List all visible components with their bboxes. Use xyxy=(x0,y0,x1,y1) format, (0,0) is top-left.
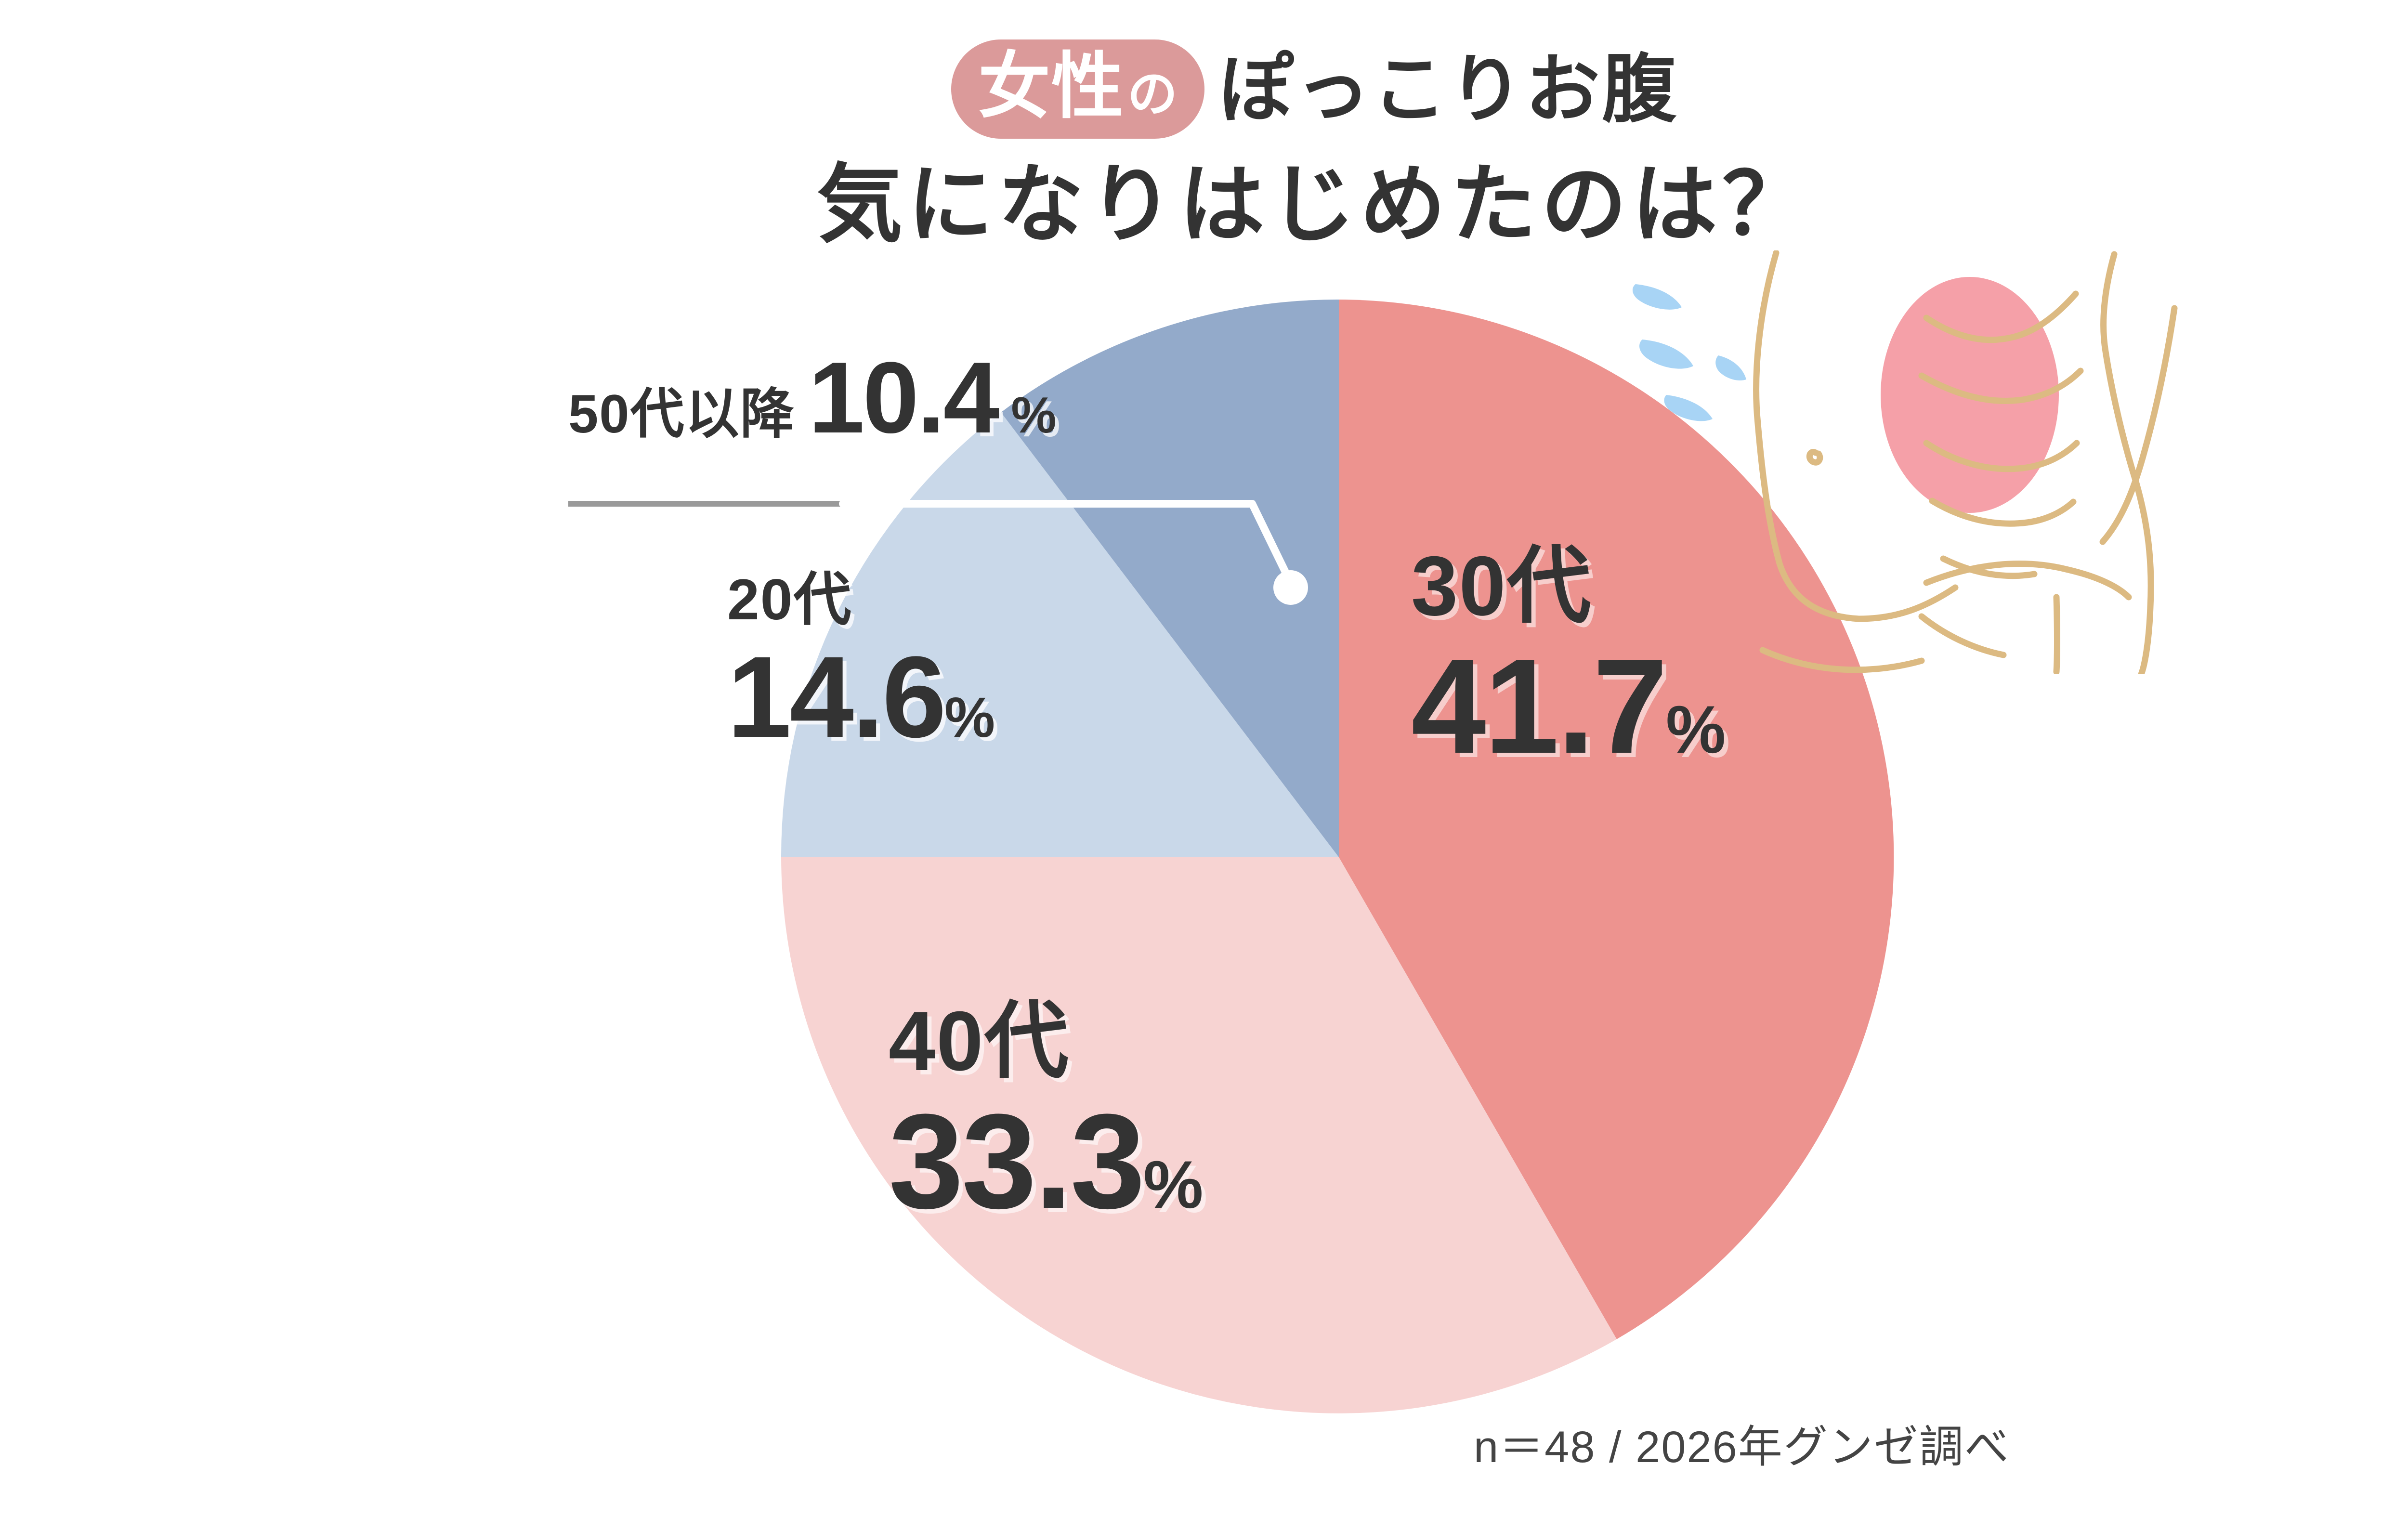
slice-label-50s-category: 50代以降 xyxy=(568,384,795,444)
belly-illustration-icon xyxy=(1632,250,2178,674)
source-note: n＝48 / 2026年グンゼ調べ xyxy=(1474,1423,2010,1472)
slice-label-20s: 20代 14.6% xyxy=(727,571,995,755)
slice-label-50s-percent: % xyxy=(1011,387,1057,444)
slice-label-20s-number: 14.6 xyxy=(727,632,946,761)
pie-chart xyxy=(780,299,1898,1416)
gender-badge-main: 女性 xyxy=(978,46,1125,127)
title-line-one: 女性の ぽっこりお腹 xyxy=(0,26,2408,152)
body-outline xyxy=(1753,250,2178,674)
pie-slice-30s[interactable] xyxy=(1339,300,1894,1339)
slice-label-30s-percent: % xyxy=(1665,692,1726,767)
gender-badge-suffix: の xyxy=(1127,66,1178,122)
slice-label-40s: 40代 33.3% xyxy=(889,999,1203,1229)
slice-label-40s-category: 40代 xyxy=(889,994,1070,1088)
slice-label-40s-value: 33.3% xyxy=(889,1094,1203,1229)
slice-label-30s-value: 41.7% xyxy=(1411,639,1726,774)
slice-label-20s-percent: % xyxy=(944,686,995,749)
slice-label-20s-category: 20代 xyxy=(727,567,852,632)
sweat-drops-icon xyxy=(1632,284,1746,421)
slice-label-30s-category: 30代 xyxy=(1411,539,1592,633)
pie-slice-40s[interactable] xyxy=(781,857,1617,1413)
leader-line-outer xyxy=(568,501,857,507)
slice-label-40s-number: 33.3 xyxy=(889,1086,1145,1237)
slice-label-30s: 30代 41.7% xyxy=(1411,544,1726,774)
slice-label-50s-number: 10.4 xyxy=(808,341,1000,454)
title-topic: ぽっこりお腹 xyxy=(1219,47,1679,131)
page-title: 女性の ぽっこりお腹 気になりはじめたのは？ xyxy=(0,26,2408,252)
title-question: 気になりはじめたのは？ xyxy=(817,157,1813,252)
slice-label-50s: 50代以降 10.4 % xyxy=(568,340,1057,456)
slice-label-20s-value: 14.6% xyxy=(727,639,995,755)
gender-badge: 女性の xyxy=(951,39,1205,139)
slice-label-40s-percent: % xyxy=(1143,1147,1204,1222)
slice-label-30s-number: 41.7 xyxy=(1411,631,1668,782)
